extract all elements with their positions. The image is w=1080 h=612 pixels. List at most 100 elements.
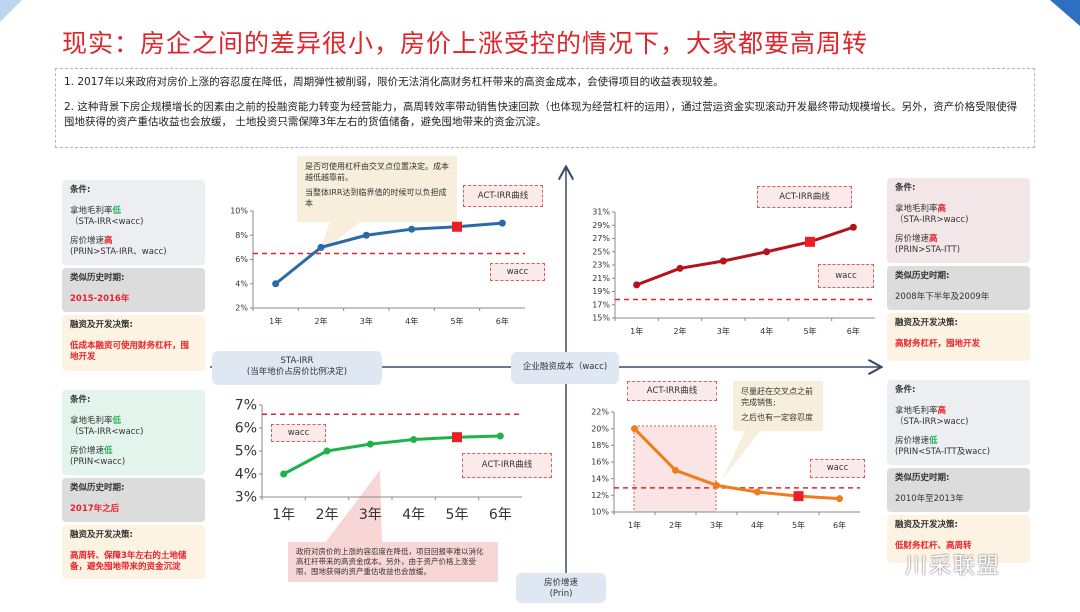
condition-formula: （STA-IRR>wacc): [895, 417, 969, 427]
br-note-text-2: 之后也有一定容忍度: [741, 413, 813, 422]
data-point: [836, 495, 843, 503]
condition-formula: （STA-IRR>wacc): [895, 215, 969, 225]
y-tick-label: 25%: [592, 247, 610, 256]
data-point: [719, 257, 727, 265]
act-irr-line: [636, 225, 854, 287]
x-tick-label: 5年: [792, 520, 805, 530]
y-tick-label: 20%: [591, 424, 609, 433]
act-irr-line: [633, 427, 840, 501]
y-tick-label: 10%: [591, 508, 609, 517]
condition-level: 高: [937, 204, 947, 214]
x-tick-label: 3年: [360, 316, 373, 326]
highlight-marker: [452, 221, 462, 232]
x-tick-label: 5年: [450, 316, 463, 326]
history-period: 2015-2016年: [70, 294, 130, 304]
summary-box: 1. 2017年以来政府对房价上涨的容忍度在降低，周期弹性被削弱，限价无法消化高…: [55, 68, 1035, 148]
tr-wacc-callout: wacc: [818, 264, 874, 288]
tl-note-text-1: 是否可使用杠杆由交叉点位置决定。成本越低越靠前。: [305, 162, 449, 182]
condition-label: 拿地毛利率: [70, 206, 113, 216]
page-title: 现实：房企之间的差异很小，房价上涨受控的情况下，大家都要高周转: [62, 29, 869, 58]
condition-label: 拿地毛利率: [895, 406, 938, 416]
x-tick-label: 6年: [833, 520, 846, 530]
bottom_left-decision-panel: 融资及开发决策: 高周转、保障3年左右的土地储备，避免囤地带来的资金沉淀: [62, 525, 205, 579]
condition-label: 拿地毛利率: [70, 416, 113, 426]
decision-title: 融资及开发决策:: [895, 520, 958, 530]
data-point: [323, 447, 331, 455]
decision-title: 融资及开发决策:: [70, 530, 133, 540]
conditions-title: 条件:: [70, 185, 91, 195]
history-period: 2008年下半年及2009年: [895, 292, 990, 302]
condition-price-growth: 房价增速低: [70, 446, 197, 457]
x-tick-label: 1年: [630, 326, 643, 336]
condition-margin: 拿地毛利率低: [70, 206, 197, 217]
condition-price-growth: 房价增速高: [70, 236, 197, 247]
condition-level: 低: [104, 446, 113, 456]
history-period: 2017年之后: [70, 504, 120, 514]
y-tick-label: 22%: [591, 408, 609, 417]
data-point: [366, 440, 374, 448]
decision-text: 低财务杠杆、高周转: [895, 541, 972, 551]
condition-level: 高: [104, 236, 113, 246]
tl-note: 是否可使用杠杆由交叉点位置决定。成本越低越靠前。 当整体IRR达到临界值的时候可…: [297, 156, 457, 222]
condition-label: 房价增速: [70, 446, 105, 456]
condition-label: 房价增速: [895, 234, 930, 244]
tl-wacc-callout: wacc: [490, 263, 545, 281]
br-note-text-1: 尽量赶在交叉点之前完成销售;: [741, 387, 813, 407]
data-point: [498, 219, 506, 227]
tl-act-irr-callout: ACT-IRR曲线: [463, 185, 543, 207]
condition-formula: (PRIN<STA-ITT及wacc): [895, 447, 991, 457]
condition-price-growth: 房价增速低: [895, 436, 1022, 447]
condition-formula: （STA-IRR<wacc): [70, 217, 144, 227]
corner-decoration: [0, 0, 22, 22]
y-tick-label: 6%: [235, 421, 257, 437]
bottom_right-conditions-panel: 条件: 拿地毛利率高 （STA-IRR>wacc) 房价增速低 (PRIN<ST…: [887, 380, 1030, 465]
decision-title: 融资及开发决策:: [70, 320, 133, 330]
y-tick-label: 18%: [591, 441, 609, 450]
data-point: [496, 432, 504, 440]
condition-label: 房价增速: [70, 236, 105, 246]
y-axis-label: 房价增速 (Prin): [516, 573, 606, 603]
x-tick-label: 5年: [803, 326, 816, 336]
data-point: [713, 481, 720, 489]
x-axis-label-line1: STA-IRR: [280, 356, 314, 366]
x-tick-label: 6年: [489, 507, 512, 523]
condition-formula: (PRIN>STA-ITT): [895, 245, 961, 255]
condition-margin: 拿地毛利率低: [70, 416, 197, 427]
y-tick-label: 6%: [235, 255, 248, 264]
history-period: 2010年至2013年: [895, 494, 964, 504]
y-tick-label: 15%: [592, 314, 610, 323]
y-axis-label-line2: (Prin): [549, 589, 573, 599]
data-point: [317, 243, 325, 251]
history-title: 类似历史时期:: [895, 473, 950, 483]
data-point: [362, 231, 370, 239]
highlight-marker: [805, 236, 815, 247]
x-tick-label: 1年: [272, 507, 295, 523]
act-irr-line: [282, 434, 501, 476]
y-tick-label: 8%: [235, 231, 248, 240]
y-tick-label: 2%: [235, 304, 248, 313]
history-title: 类似历史时期:: [895, 271, 950, 281]
x-tick-label: 2年: [314, 316, 327, 326]
decision-text: 低成本融资可使用财务杠杆，囤地开发: [70, 341, 190, 362]
y-tick-label: 5%: [235, 444, 257, 460]
y-tick-label: 3%: [235, 490, 257, 506]
condition-level: 低: [112, 416, 122, 426]
highlight-marker: [452, 432, 462, 443]
tr-act-irr-callout: ACT-IRR曲线: [757, 186, 852, 208]
data-point: [849, 223, 857, 231]
condition-level: 低: [112, 206, 122, 216]
condition-label: 房价增速: [895, 436, 930, 446]
br-note: 尽量赶在交叉点之前完成销售; 之后也有一定容忍度: [733, 381, 823, 431]
history-title: 类似历史时期:: [70, 483, 125, 493]
x-axis-label-line2: (当年地价占房价比例决定): [246, 367, 348, 377]
decision-text: 高周转、保障3年左右的土地储备，避免囤地带来的资金沉淀: [70, 551, 187, 572]
br-act-irr-callout: ACT-IRR曲线: [627, 381, 717, 401]
condition-price-growth: 房价增速高: [895, 234, 1022, 245]
decision-text: 高财务杠杆，囤地开发: [895, 339, 981, 349]
data-point: [633, 281, 641, 289]
x-tick-label: 3年: [710, 520, 723, 530]
y-tick-label: 31%: [592, 208, 610, 217]
x-tick-label: 6年: [847, 326, 860, 336]
y-axis-label-line1: 房价增速: [543, 578, 578, 588]
